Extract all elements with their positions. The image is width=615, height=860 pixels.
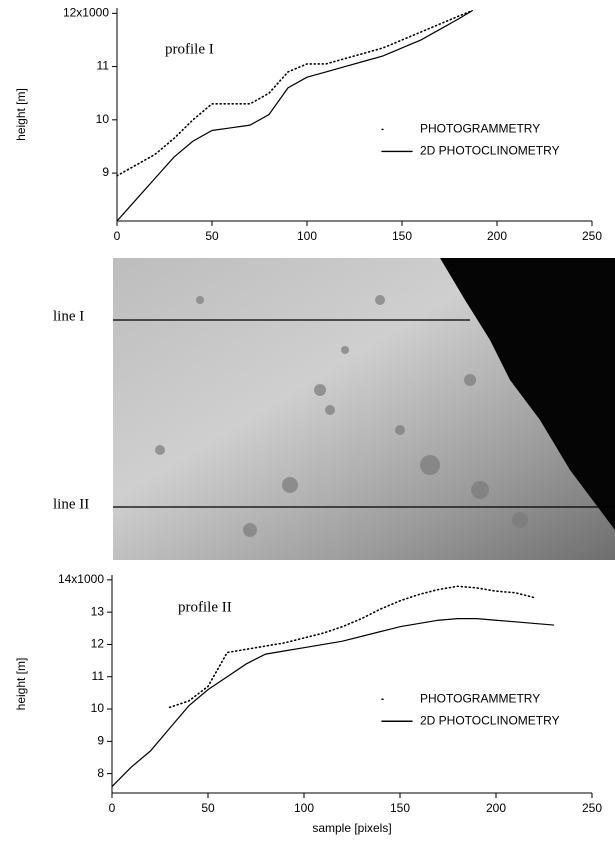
y-tick-label: 12 [91, 637, 105, 651]
legend-label: 2D PHOTOCLINOMETRY [420, 713, 560, 727]
y-tick-label: 11 [97, 59, 110, 73]
annotation: profile I [165, 41, 214, 57]
y-tick-label: 12x1000 [63, 5, 109, 19]
y-tick-label: 14x1000 [58, 572, 104, 586]
x-tick-label: 0 [114, 229, 121, 243]
series-line [117, 11, 472, 176]
legend-label: PHOTOGRAMMETRY [420, 122, 540, 136]
x-tick-label: 200 [486, 801, 506, 815]
annotation: profile II [178, 599, 232, 615]
x-tick-label: 150 [392, 229, 412, 243]
y-tick-label: 13 [91, 604, 105, 618]
y-tick-label: 9 [102, 165, 109, 179]
x-tick-label: 150 [390, 801, 410, 815]
x-tick-label: 100 [297, 229, 317, 243]
legend-label: PHOTOGRAMMETRY [420, 691, 540, 705]
y-tick-label: 11 [92, 669, 105, 683]
image-label: line I [53, 308, 84, 324]
image-label: line II [53, 496, 89, 512]
page: line I line II 9101112x10000501001502002… [0, 0, 615, 860]
x-tick-label: 250 [582, 229, 602, 243]
x-tick-label: 200 [487, 229, 507, 243]
x-tick-label: 250 [582, 801, 602, 815]
figure: line I line II 9101112x10000501001502002… [0, 0, 615, 860]
x-tick-label: 50 [201, 801, 215, 815]
x-axis-label: sample [pixels] [312, 821, 391, 835]
y-tick-label: 8 [97, 766, 104, 780]
x-tick-label: 0 [109, 801, 116, 815]
y-axis-label: height [m] [14, 88, 28, 141]
y-tick-label: 10 [91, 701, 105, 715]
lunar-image: line I line II [53, 258, 615, 560]
y-tick-label: 10 [96, 112, 110, 126]
y-tick-label: 9 [97, 733, 104, 747]
legend-label: 2D PHOTOCLINOMETRY [420, 144, 560, 158]
x-tick-label: 50 [205, 229, 219, 243]
x-tick-label: 100 [294, 801, 314, 815]
y-axis-label: height [m] [14, 658, 28, 711]
